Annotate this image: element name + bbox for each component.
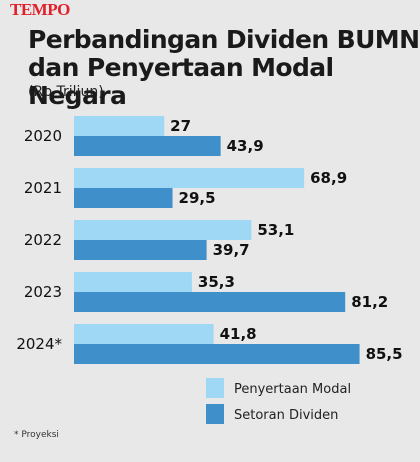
bar-setoran-dividen (74, 136, 221, 156)
data-label: 68,9 (310, 169, 347, 187)
year-label: 2022 (24, 231, 62, 249)
chart-title-line-2: dan Penyertaan Modal Negara (28, 53, 334, 110)
chart-title-line-1: Perbandingan Dividen BUMN (28, 25, 420, 54)
legend-swatch (206, 378, 224, 398)
bar-penyertaan-modal (74, 168, 305, 188)
bar-penyertaan-modal (74, 220, 252, 240)
year-label: 2024* (16, 335, 62, 353)
bar-setoran-dividen (74, 240, 207, 260)
data-label: 41,8 (220, 325, 257, 343)
footnote: * Proyeksi (14, 430, 59, 440)
data-label: 29,5 (179, 189, 216, 207)
bar-setoran-dividen (74, 292, 346, 312)
year-label: 2020 (24, 127, 62, 145)
year-label: 2021 (24, 179, 62, 197)
year-label: 2023 (24, 283, 62, 301)
bar-setoran-dividen (74, 344, 360, 364)
data-label: 53,1 (257, 221, 294, 239)
legend-label: Setoran Dividen (234, 408, 338, 423)
bar-penyertaan-modal (74, 116, 165, 136)
data-label: 43,9 (227, 137, 264, 155)
legend-label: Penyertaan Modal (234, 382, 351, 397)
bar-penyertaan-modal (74, 324, 214, 344)
bar-penyertaan-modal (74, 272, 192, 292)
data-label: 81,2 (351, 293, 388, 311)
data-label: 39,7 (213, 241, 250, 259)
tempo-logo: TEMPO (10, 0, 70, 19)
chart-subtitle: (Rp Triliun) (28, 84, 104, 100)
legend-swatch (206, 404, 224, 424)
data-label: 85,5 (366, 345, 403, 363)
chart-title: Perbandingan Dividen BUMN dan Penyertaan… (28, 26, 420, 110)
bar-setoran-dividen (74, 188, 173, 208)
data-label: 35,3 (198, 273, 235, 291)
data-label: 27 (170, 117, 191, 135)
